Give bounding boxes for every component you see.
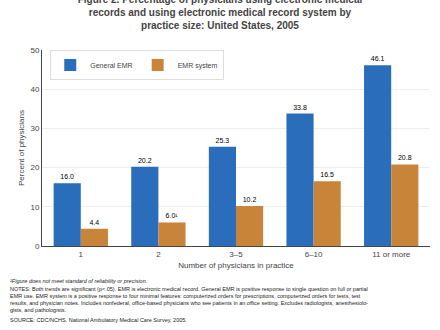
svg-text:16.5: 16.5	[320, 171, 334, 178]
svg-text:20.8: 20.8	[398, 154, 412, 161]
svg-text:10.2: 10.2	[243, 196, 257, 203]
svg-text:20: 20	[30, 163, 39, 172]
svg-text:3–5: 3–5	[229, 250, 243, 259]
svg-text:40: 40	[30, 85, 39, 94]
svg-text:11 or more: 11 or more	[372, 250, 411, 259]
svg-text:6.0¹: 6.0¹	[166, 212, 179, 219]
svg-text:¹Figure does not meet standard: ¹Figure does not meet standard of reliab…	[10, 278, 147, 284]
svg-text:50: 50	[30, 46, 39, 55]
svg-text:1: 1	[79, 250, 84, 259]
svg-text:25.3: 25.3	[216, 137, 230, 144]
svg-text:4.4: 4.4	[89, 219, 99, 226]
svg-text:20.2: 20.2	[138, 157, 152, 164]
svg-text:0: 0	[35, 242, 40, 251]
svg-text:Number of physicians in practi: Number of physicians in practice	[178, 261, 294, 270]
svg-text:EMR system: EMR system	[178, 62, 218, 70]
svg-text:16.0: 16.0	[60, 173, 74, 180]
svg-text:46.1: 46.1	[371, 55, 385, 62]
svg-text:2: 2	[156, 250, 161, 259]
svg-text:33.8: 33.8	[293, 104, 307, 111]
svg-text:30: 30	[30, 124, 39, 133]
svg-text:NOTES: Both trends are signifi: NOTES: Both trends are significant (p<.0…	[10, 286, 368, 313]
svg-text:10: 10	[30, 203, 39, 212]
svg-text:6–10: 6–10	[305, 250, 323, 259]
svg-text:SOURCE: CDC/NCHS, National Amb: SOURCE: CDC/NCHS, National Ambulatory Me…	[10, 317, 187, 323]
svg-text:General EMR: General EMR	[90, 62, 132, 69]
svg-text:Percent of physicians: Percent of physicians	[17, 110, 26, 186]
svg-text:Figure 2. Percentage of physic: Figure 2. Percentage of physicians using…	[78, 0, 363, 31]
